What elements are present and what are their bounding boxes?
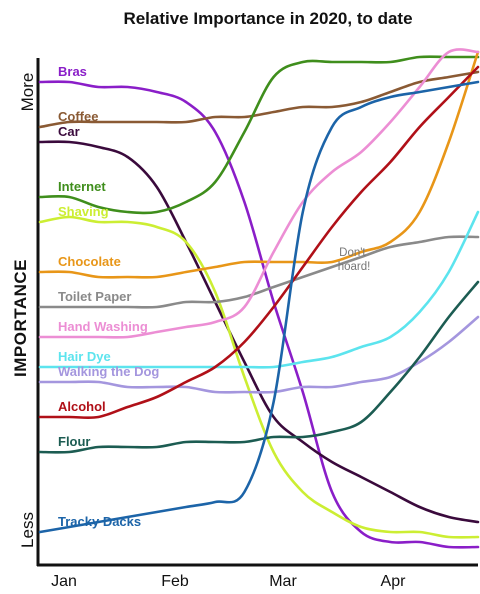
series-line-hair-dye: [38, 210, 480, 369]
series-label-hair-dye: Hair Dye: [58, 349, 111, 364]
x-tick-label-feb: Feb: [161, 573, 189, 590]
series-line-internet: [38, 55, 480, 215]
series-line-alcohol: [38, 65, 480, 420]
x-tick-label-mar: Mar: [269, 573, 297, 590]
x-tick-label-apr: Apr: [381, 573, 407, 590]
x-tick-labels: Jan Feb Mar Apr: [51, 573, 406, 590]
series-label-alcohol: Alcohol: [58, 399, 106, 414]
series-line-coffee: [38, 70, 480, 129]
series-line-bras: [38, 80, 480, 549]
series-label-car: Car: [58, 124, 80, 139]
series-line-shaving: [38, 215, 480, 539]
annotation: Don't hoard!: [338, 247, 371, 273]
series-line-chocolate: [38, 50, 480, 279]
series-line-tracky-dacks: [38, 80, 480, 534]
series-label-walking-the-dog: Walking the Dog: [58, 364, 159, 379]
series-label-shaving: Shaving: [58, 204, 109, 219]
series-label-flour: Flour: [58, 434, 91, 449]
y-axis-top-label: More: [18, 73, 37, 112]
series-line-walking-the-dog: [38, 315, 480, 394]
series-label-hand-washing: Hand Washing: [58, 319, 148, 334]
series-lines: [38, 48, 480, 549]
x-tick-label-jan: Jan: [51, 573, 77, 590]
chart-title: Relative Importance in 2020, to date: [123, 9, 412, 28]
series-label-bras: Bras: [58, 64, 87, 79]
series-line-toilet-paper: [38, 235, 480, 309]
series-label-chocolate: Chocolate: [58, 254, 121, 269]
series-line-car: [38, 140, 480, 524]
series-label-coffee: Coffee: [58, 109, 98, 124]
series-line-flour: [38, 280, 480, 454]
y-axis-title: IMPORTANCE: [11, 259, 30, 377]
y-axis-bottom-label: Less: [18, 512, 37, 548]
series-label-internet: Internet: [58, 179, 106, 194]
series-label-tracky-dacks: Tracky Dacks: [58, 514, 141, 529]
series-label-toilet-paper: Toilet Paper: [58, 289, 131, 304]
x-axis: Jan Feb Mar Apr: [37, 563, 478, 590]
series-line-hand-washing: [38, 48, 480, 339]
y-axis: More IMPORTANCE Less: [11, 58, 40, 566]
